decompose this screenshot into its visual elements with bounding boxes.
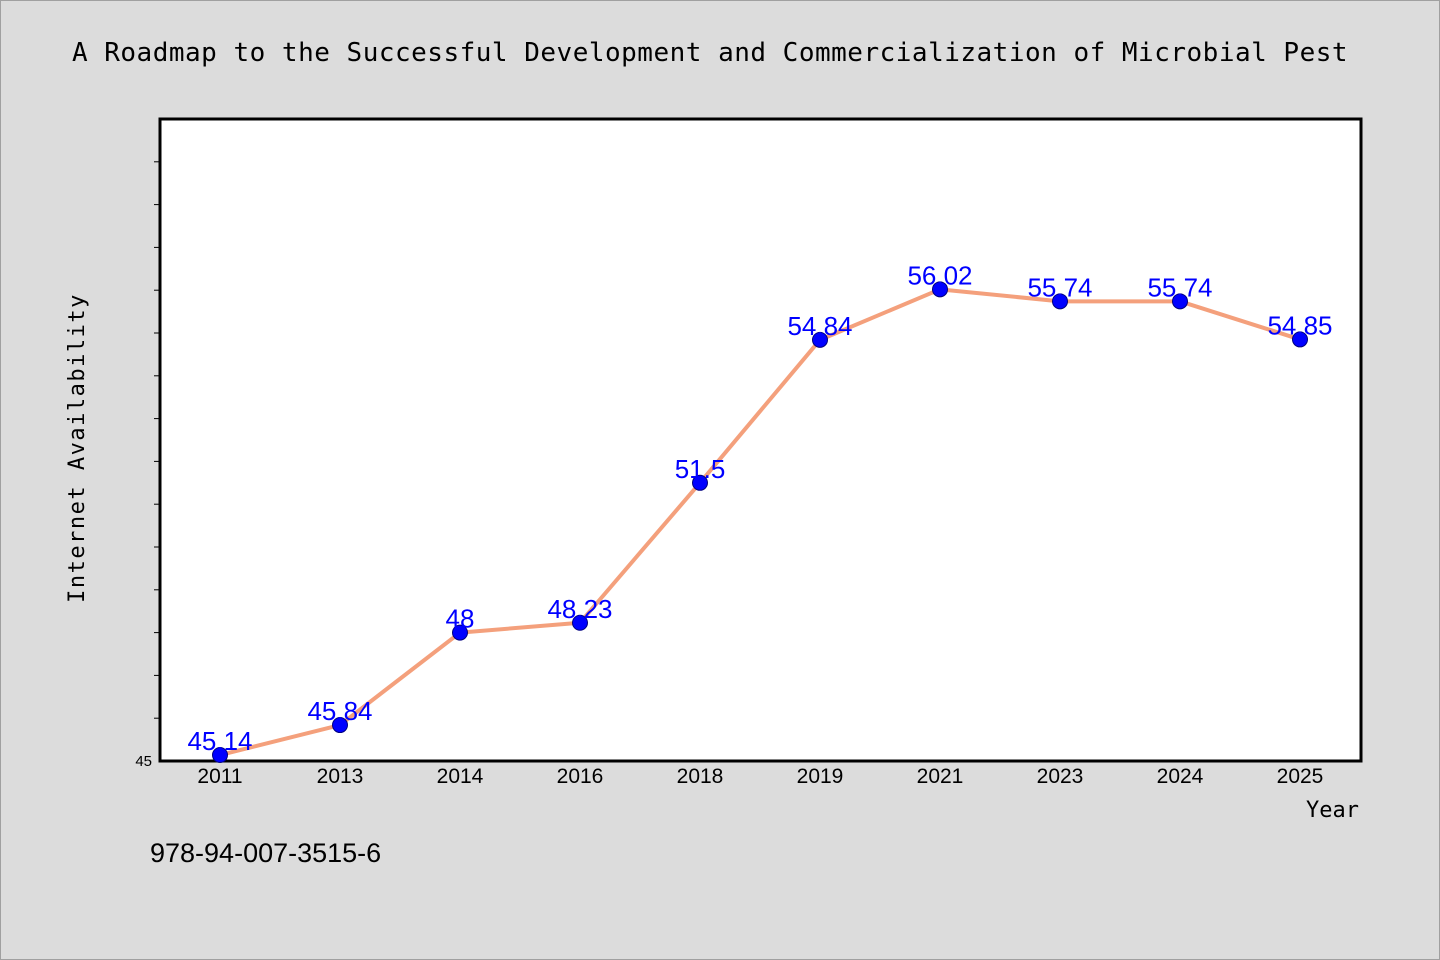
x-tick-label: 2013 [317, 765, 364, 788]
y-axis-label: Internet Availability [65, 293, 90, 603]
isbn-text: 978-94-007-3515-6 [150, 838, 381, 868]
data-point [812, 331, 828, 348]
x-axis: 2011 2013 2014 2016 2018 2019 2021 2023 2024 2025 [197, 765, 1323, 788]
data-point [332, 717, 348, 734]
data-point [212, 747, 228, 764]
data-point [932, 281, 948, 298]
data-point [1292, 331, 1308, 348]
data-label: 56.02 [907, 260, 972, 290]
data-label: 45.14 [187, 726, 252, 756]
x-tick-label: 2018 [677, 765, 724, 788]
x-axis-label: Year [1306, 798, 1359, 823]
data-point [452, 624, 468, 641]
x-tick-label: 2025 [1277, 765, 1324, 788]
data-label: 55.74 [1027, 272, 1092, 302]
data-point [692, 474, 708, 491]
data-point [1052, 293, 1068, 310]
data-label: 54.84 [787, 311, 852, 341]
data-point [1172, 293, 1188, 310]
data-label: 48.23 [547, 594, 612, 624]
y-tick-label: 45 [135, 753, 152, 770]
data-point [572, 614, 588, 631]
x-tick-label: 2014 [437, 765, 484, 788]
series-markers [212, 281, 1308, 764]
data-label: 54.85 [1267, 310, 1332, 340]
y-axis: 45 [135, 161, 160, 770]
series-line [219, 287, 1301, 757]
x-tick-label: 2019 [797, 765, 844, 788]
data-label: 55.74 [1147, 272, 1212, 302]
x-tick-label: 2021 [917, 765, 964, 788]
x-tick-label: 2011 [197, 765, 242, 788]
data-label: 45.84 [307, 696, 372, 726]
x-tick-label: 2024 [1157, 765, 1204, 788]
plot-area [158, 117, 1363, 763]
data-label: 48 [446, 604, 475, 634]
data-label: 51.5 [675, 454, 726, 484]
chart-title: A Roadmap to the Successful Development … [72, 38, 1348, 68]
x-tick-label: 2023 [1037, 765, 1084, 788]
x-tick-label: 2016 [557, 765, 604, 788]
data-labels: 45.14 45.84 48 48.23 51.5 54.84 56.02 55.74 55.7… [187, 260, 1332, 756]
